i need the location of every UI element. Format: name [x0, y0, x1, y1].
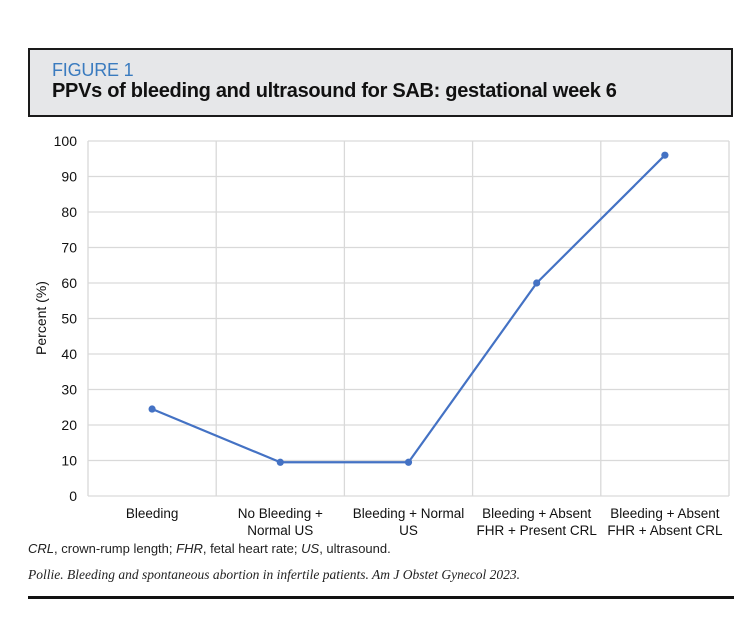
series	[148, 151, 669, 466]
x-tick-label: Bleeding + Absent FHR + Present CRL	[476, 506, 597, 538]
y-tick-label: 90	[61, 169, 77, 185]
x-tick-label-line: FHR + Present CRL	[476, 523, 597, 538]
x-tick-label: Bleeding + Absent FHR + Absent CRL	[607, 506, 723, 538]
footnote-part: CRL	[28, 541, 55, 556]
footnote-part: US	[301, 541, 320, 556]
figure-label: FIGURE 1	[52, 60, 134, 80]
x-axis-ticks: Bleeding No Bleeding + Normal US Bleeding +…	[126, 506, 723, 538]
data-point	[276, 458, 284, 466]
y-tick-label: 30	[61, 382, 77, 398]
y-tick-label: 10	[61, 453, 77, 469]
data-point	[661, 151, 669, 159]
y-tick-label: 60	[61, 275, 77, 291]
data-point	[148, 405, 156, 413]
figure-header: FIGURE 1 PPVs of bleeding and ultrasound…	[28, 48, 733, 117]
figure-title: PPVs of bleeding and ultrasound for SAB:…	[52, 80, 617, 102]
x-tick-label: Bleeding	[126, 506, 179, 521]
x-tick-label-line: US	[399, 523, 418, 538]
y-axis-label: Percent (%)	[33, 281, 49, 355]
footnote-part: FHR	[176, 541, 203, 556]
x-tick-label: Bleeding + Normal US	[353, 506, 464, 538]
series-line	[151, 154, 666, 464]
abbreviations-footnote: CRL, crown-rump length; FHR, fetal heart…	[28, 541, 391, 556]
y-tick-label: 40	[61, 346, 77, 362]
x-tick-label-line: Normal US	[247, 523, 313, 538]
y-tick-label: 70	[61, 240, 77, 256]
citation: Pollie. Bleeding and spontaneous abortio…	[28, 567, 521, 582]
x-tick-label-line: FHR + Absent CRL	[607, 523, 723, 538]
data-point	[404, 458, 413, 466]
x-tick-label-line: Bleeding + Normal	[353, 506, 464, 521]
footnote-part: , fetal heart rate;	[202, 541, 302, 556]
footnote-part: , ultrasound.	[319, 541, 391, 556]
y-tick-label: 50	[61, 311, 77, 327]
y-tick-label: 0	[69, 488, 77, 504]
y-tick-label: 80	[61, 204, 77, 220]
y-tick-label: 100	[54, 133, 78, 149]
bottom-rule	[28, 596, 734, 599]
x-tick-label-line: Bleeding + Absent	[610, 506, 719, 521]
y-tick-label: 20	[61, 417, 77, 433]
x-tick-label-line: Bleeding	[126, 506, 179, 521]
grid	[87, 140, 730, 497]
x-tick-label-line: Bleeding + Absent	[482, 506, 591, 521]
footnote-part: , crown-rump length;	[54, 541, 177, 556]
y-axis-ticks: 0 10 20 30 40 50 60 70 80 90 100	[54, 133, 78, 504]
x-tick-label-line: No Bleeding +	[238, 506, 323, 521]
data-point	[533, 279, 541, 287]
x-tick-label: No Bleeding + Normal US	[238, 506, 323, 538]
